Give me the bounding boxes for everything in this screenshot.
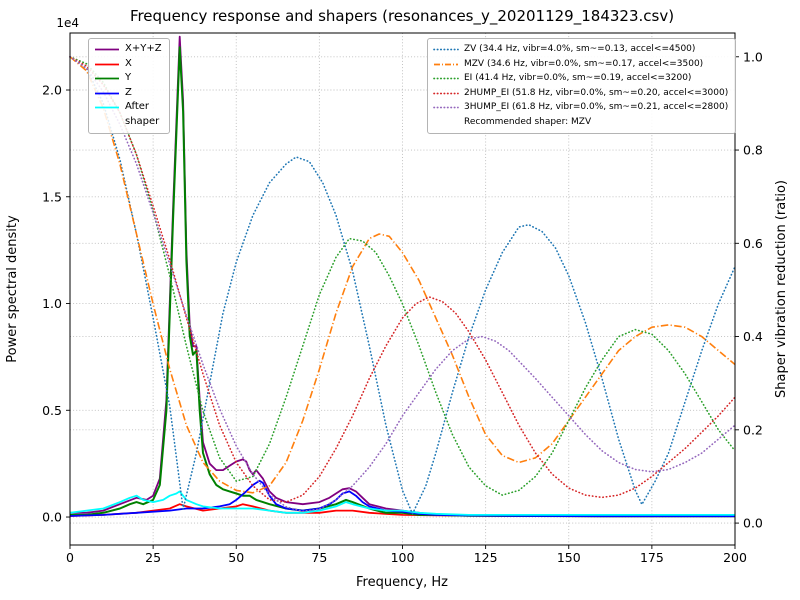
legend-label-z: Z: [125, 86, 132, 98]
legend-swatch-xyz: [95, 48, 119, 51]
legend-label-recommended-note: Recommended shaper: MZV: [464, 116, 592, 127]
legend-item-3hump-ei: 3HUMP_EI (61.8 Hz, vibr=0.0%, sm~=0.21, …: [433, 100, 728, 115]
x-tick-label: 125: [474, 550, 498, 565]
legend-label-xyz: X+Y+Z: [125, 43, 162, 54]
legend-swatch-y: [95, 77, 119, 80]
x-tick-label: 175: [640, 550, 664, 565]
y-left-tick-label: 2.0: [42, 83, 62, 98]
legend-swatch-2hump-ei: [433, 92, 459, 95]
legend-item-x: X: [94, 57, 162, 72]
y-right-tick-label: 0.4: [743, 329, 763, 344]
y-right-tick-label: 0.8: [743, 143, 763, 158]
y-right-tick-label: 1.0: [743, 49, 763, 64]
y-right-tick-label: 0.0: [743, 516, 763, 531]
x-tick-label: 200: [723, 550, 747, 565]
legend-item-ei: EI (41.4 Hz, vibr=0.0%, sm~=0.19, accel<…: [433, 71, 728, 86]
legend-label-x: X: [125, 57, 132, 69]
series-3hump-ei: [69, 55, 736, 513]
series-lines: [69, 35, 736, 518]
series-ei: [69, 55, 736, 496]
y-axis-label-right: Shaper vibration reduction (ratio): [774, 180, 789, 398]
legend-swatch-spacer: [433, 117, 459, 128]
legend-swatch-3hump-ei: [433, 107, 459, 109]
legend-label-after-shaper: After shaper: [125, 101, 160, 127]
legend-swatch-x: [95, 63, 119, 65]
series-y: [70, 46, 735, 518]
legend-item-after-shaper: After shaper: [94, 100, 162, 129]
x-axis-label: Frequency, Hz: [356, 575, 448, 590]
x-tick-label: 150: [557, 550, 581, 565]
shaper-legend: ZV (34.4 Hz, vibr=4.0%, sm~=0.13, accel<…: [427, 38, 737, 134]
x-tick-label: 25: [145, 550, 161, 565]
legend-item-recommended-note: Recommended shaper: MZV: [433, 115, 728, 130]
series-after-shaper: [69, 490, 735, 516]
legend-item-xyz: X+Y+Z: [94, 42, 162, 57]
x-tick-label: 75: [311, 550, 327, 565]
legend-item-mzv: MZV (34.6 Hz, vibr=0.0%, sm~=0.17, accel…: [433, 57, 728, 72]
legend-item-y: Y: [94, 71, 162, 86]
y-left-tick-label: 1.0: [42, 296, 62, 311]
x-tick-label: 100: [391, 550, 415, 565]
legend-label-3hump-ei: 3HUMP_EI (61.8 Hz, vibr=0.0%, sm~=0.21, …: [464, 102, 729, 113]
series-zv: [69, 55, 736, 515]
legend-item-2hump-ei: 2HUMP_EI (51.8 Hz, vibr=0.0%, sm~=0.20, …: [433, 86, 728, 101]
legend-label-y: Y: [125, 72, 132, 84]
legend-swatch-z: [95, 92, 119, 95]
legend-swatch-after-shaper: [95, 107, 119, 109]
legend-label-ei: EI (41.4 Hz, vibr=0.0%, sm~=0.19, accel<…: [464, 73, 692, 84]
legend-item-z: Z: [94, 86, 162, 101]
y-left-tick-label: 1.5: [42, 189, 62, 204]
psd-legend: X+Y+Z X Y Z After shaper: [88, 38, 170, 134]
y-right-tick-label: 0.6: [743, 236, 763, 251]
legend-label-zv: ZV (34.4 Hz, vibr=4.0%, sm~=0.13, accel<…: [464, 44, 696, 54]
y-left-tick-label: 0.5: [42, 403, 62, 418]
legend-swatch-mzv: [434, 63, 458, 65]
legend-item-zv: ZV (34.4 Hz, vibr=4.0%, sm~=0.13, accel<…: [433, 42, 728, 57]
chart-title: Frequency response and shapers (resonanc…: [130, 7, 674, 26]
legend-label-2hump-ei: 2HUMP_EI (51.8 Hz, vibr=0.0%, sm~=0.20, …: [464, 87, 729, 98]
x-tick-label: 50: [228, 550, 244, 565]
y-axis-offset-label: 1e4: [56, 16, 79, 30]
legend-swatch-zv: [433, 48, 459, 51]
legend-label-mzv: MZV (34.6 Hz, vibr=0.0%, sm~=0.17, accel…: [464, 58, 704, 69]
axis-ticks: 0 25 50 75 100 125 150 175 200 0.0 0.5 1.0 1.5 2.0 0.0…: [42, 49, 763, 565]
y-right-tick-label: 0.2: [743, 422, 763, 437]
y-left-tick-label: 0.0: [42, 510, 62, 525]
x-tick-label: 0: [66, 550, 74, 565]
series-mzv: [69, 56, 736, 494]
legend-swatch-ei: [433, 77, 459, 80]
y-axis-label-left: Power spectral density: [5, 215, 20, 363]
